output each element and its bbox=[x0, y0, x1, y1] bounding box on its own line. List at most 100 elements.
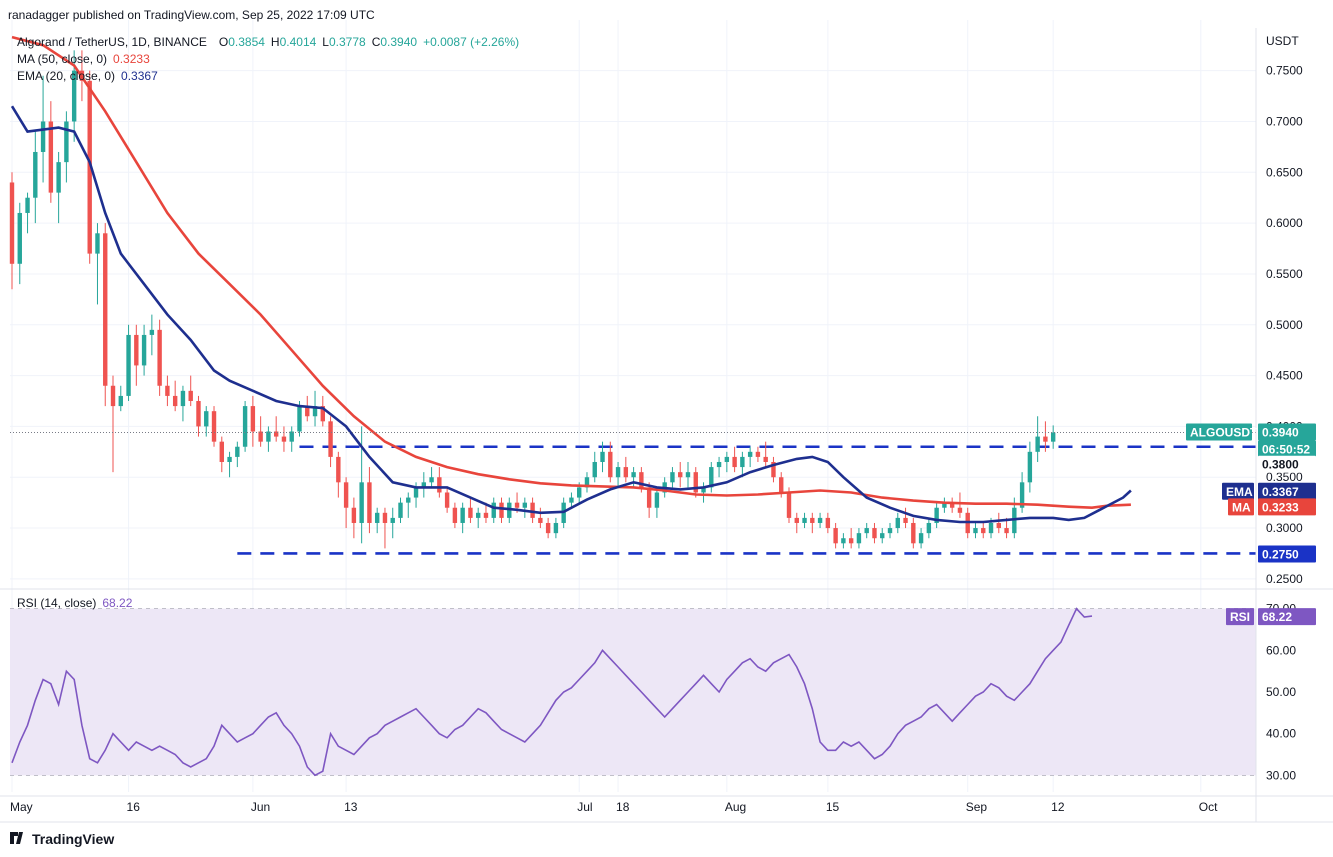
candle bbox=[103, 223, 108, 407]
ema-legend: EMA (20, close, 0) 0.3367 bbox=[17, 69, 158, 83]
symbol-tag-bg bbox=[1186, 423, 1252, 441]
candle-body bbox=[545, 522, 551, 534]
candle bbox=[600, 441, 605, 473]
candle-body bbox=[763, 456, 768, 462]
candle bbox=[235, 441, 240, 468]
ema-name-tag-bg bbox=[1222, 482, 1254, 500]
candle-body bbox=[577, 487, 582, 498]
candle-body bbox=[413, 487, 419, 498]
candle-body bbox=[631, 472, 636, 478]
candle-body bbox=[491, 502, 496, 518]
ema-value-tag-bg bbox=[1258, 482, 1316, 500]
candle-body bbox=[553, 522, 559, 534]
candle bbox=[398, 497, 403, 523]
ma-name-tag-text: MA bbox=[1232, 500, 1251, 514]
candle bbox=[934, 502, 939, 529]
candle bbox=[942, 497, 947, 513]
candle bbox=[305, 395, 310, 422]
candle bbox=[623, 456, 629, 483]
candle bbox=[343, 477, 349, 529]
candle bbox=[716, 456, 722, 478]
candle bbox=[545, 517, 551, 539]
candle bbox=[390, 507, 395, 539]
candle bbox=[367, 467, 372, 534]
candle-body bbox=[1019, 482, 1025, 508]
candle-body bbox=[1050, 432, 1056, 442]
candle bbox=[258, 416, 263, 447]
candle-body bbox=[895, 517, 900, 529]
candle bbox=[732, 446, 737, 473]
candle-body bbox=[856, 533, 862, 544]
candle bbox=[211, 406, 217, 447]
candle-body bbox=[1043, 436, 1048, 442]
candle bbox=[872, 522, 877, 544]
brand-name: TradingView bbox=[32, 831, 114, 847]
candle-body bbox=[374, 512, 380, 523]
candle-body bbox=[716, 461, 722, 468]
candle bbox=[833, 522, 838, 549]
candle-body bbox=[87, 80, 92, 254]
level-tag-0275-text: 0.2750 bbox=[1262, 547, 1299, 561]
candle-body bbox=[452, 507, 458, 523]
candle-body bbox=[17, 212, 22, 264]
candle-body bbox=[196, 401, 201, 427]
candle-body bbox=[755, 451, 761, 457]
candle-body bbox=[367, 482, 372, 523]
candle bbox=[724, 451, 730, 473]
candle bbox=[817, 512, 823, 529]
time-tick-label: 18 bbox=[616, 800, 630, 814]
candle-body bbox=[157, 329, 162, 386]
candle bbox=[87, 70, 92, 264]
candle bbox=[180, 385, 186, 422]
candle bbox=[678, 461, 683, 488]
candle-body bbox=[40, 121, 46, 152]
candle-body bbox=[600, 451, 605, 462]
candle bbox=[468, 497, 473, 523]
candle-body bbox=[64, 121, 69, 163]
candle-body bbox=[211, 411, 217, 442]
candle-body bbox=[266, 431, 271, 442]
price-tick-label: 0.7500 bbox=[1266, 64, 1303, 78]
candle bbox=[848, 528, 854, 549]
candle bbox=[328, 416, 333, 468]
candle-body bbox=[134, 334, 139, 366]
candle bbox=[1019, 472, 1025, 513]
candle-body bbox=[118, 395, 123, 407]
candle-body bbox=[165, 385, 170, 396]
candle bbox=[9, 172, 15, 290]
candle bbox=[33, 131, 38, 224]
candle bbox=[476, 507, 481, 529]
candle bbox=[918, 528, 924, 549]
candle-body bbox=[848, 538, 854, 544]
candle-body bbox=[693, 472, 698, 493]
candle bbox=[437, 467, 442, 498]
price-tick-label: 0.6000 bbox=[1266, 216, 1303, 230]
candle-body bbox=[71, 70, 77, 122]
candle-body bbox=[382, 512, 388, 523]
currency-label: USDT bbox=[1266, 34, 1299, 48]
symbol-tag: ALGOUSDT bbox=[1186, 423, 1258, 441]
candle-body bbox=[273, 431, 279, 437]
candle bbox=[1027, 441, 1033, 493]
candle bbox=[608, 441, 613, 483]
candle-body bbox=[250, 406, 256, 432]
candle-body bbox=[297, 406, 302, 432]
candle bbox=[569, 492, 574, 508]
ma-value-tag: 0.3233 bbox=[1258, 498, 1316, 516]
candle bbox=[320, 395, 325, 427]
candle bbox=[926, 517, 932, 539]
candle-body bbox=[281, 436, 287, 442]
candle bbox=[1035, 416, 1040, 462]
candle-body bbox=[95, 233, 100, 254]
level-tag-0380: 0.3800 bbox=[1258, 455, 1316, 473]
candle-body bbox=[437, 477, 442, 493]
support-resistance-levels bbox=[237, 445, 1256, 555]
candle-body bbox=[810, 517, 815, 523]
candle bbox=[670, 467, 675, 488]
candle-body bbox=[242, 406, 248, 447]
time-tick-label: May bbox=[10, 800, 33, 814]
candle-body bbox=[841, 538, 846, 544]
candle bbox=[973, 522, 978, 539]
candle-body bbox=[530, 502, 535, 518]
candle bbox=[701, 482, 706, 503]
